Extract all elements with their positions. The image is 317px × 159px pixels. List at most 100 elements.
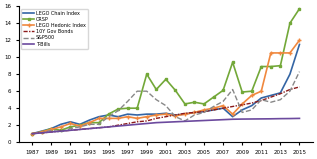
T-Bills bbox=[173, 121, 177, 123]
LEGO Chain Index bbox=[269, 94, 273, 96]
10Y Gov Bonds bbox=[59, 130, 63, 132]
S&P500 bbox=[183, 120, 187, 122]
10Y Gov Bonds bbox=[164, 116, 168, 118]
T-Bills bbox=[145, 123, 149, 124]
T-Bills bbox=[30, 133, 34, 135]
T-Bills bbox=[107, 126, 110, 128]
10Y Gov Bonds bbox=[87, 128, 91, 130]
LEGO Hedonic Index bbox=[269, 52, 273, 54]
S&P500 bbox=[30, 133, 34, 135]
CRSP bbox=[269, 66, 273, 67]
CRSP bbox=[164, 78, 168, 80]
S&P500 bbox=[107, 116, 110, 118]
S&P500 bbox=[221, 100, 225, 102]
CRSP bbox=[231, 61, 235, 63]
LEGO Chain Index bbox=[107, 114, 110, 116]
T-Bills bbox=[68, 129, 72, 131]
LEGO Hedonic Index bbox=[145, 116, 149, 118]
LEGO Hedonic Index bbox=[202, 109, 206, 111]
CRSP bbox=[173, 89, 177, 91]
S&P500 bbox=[87, 123, 91, 125]
LEGO Chain Index bbox=[202, 111, 206, 113]
10Y Gov Bonds bbox=[40, 132, 44, 134]
CRSP bbox=[126, 107, 130, 109]
S&P500 bbox=[49, 129, 53, 131]
S&P500 bbox=[269, 101, 273, 103]
S&P500 bbox=[97, 123, 101, 125]
LEGO Chain Index bbox=[259, 97, 263, 99]
LEGO Chain Index bbox=[231, 116, 235, 118]
CRSP bbox=[278, 65, 282, 67]
S&P500 bbox=[231, 89, 235, 90]
LEGO Hedonic Index bbox=[278, 52, 282, 54]
10Y Gov Bonds bbox=[183, 112, 187, 114]
S&P500 bbox=[240, 111, 244, 113]
S&P500 bbox=[145, 90, 149, 92]
Line: CRSP: CRSP bbox=[31, 7, 301, 135]
LEGO Hedonic Index bbox=[250, 94, 254, 96]
S&P500 bbox=[202, 111, 206, 113]
LEGO Chain Index bbox=[68, 121, 72, 123]
10Y Gov Bonds bbox=[192, 111, 196, 113]
10Y Gov Bonds bbox=[278, 93, 282, 95]
10Y Gov Bonds bbox=[135, 121, 139, 123]
LEGO Chain Index bbox=[49, 128, 53, 130]
10Y Gov Bonds bbox=[173, 114, 177, 116]
LEGO Hedonic Index bbox=[30, 133, 34, 135]
LEGO Hedonic Index bbox=[78, 125, 82, 127]
LEGO Hedonic Index bbox=[107, 118, 110, 119]
T-Bills bbox=[298, 118, 301, 119]
Line: T-Bills: T-Bills bbox=[32, 118, 300, 134]
10Y Gov Bonds bbox=[145, 120, 149, 122]
LEGO Chain Index bbox=[173, 114, 177, 116]
10Y Gov Bonds bbox=[269, 96, 273, 98]
S&P500 bbox=[298, 71, 301, 73]
LEGO Hedonic Index bbox=[126, 116, 130, 118]
T-Bills bbox=[97, 127, 101, 129]
LEGO Hedonic Index bbox=[231, 113, 235, 115]
S&P500 bbox=[59, 131, 63, 133]
LEGO Hedonic Index bbox=[87, 122, 91, 124]
CRSP bbox=[30, 133, 34, 135]
T-Bills bbox=[87, 128, 91, 130]
LEGO Chain Index bbox=[212, 109, 216, 111]
T-Bills bbox=[49, 131, 53, 133]
LEGO Hedonic Index bbox=[192, 111, 196, 113]
LEGO Hedonic Index bbox=[40, 131, 44, 133]
LEGO Chain Index bbox=[221, 107, 225, 109]
T-Bills bbox=[59, 130, 63, 132]
T-Bills bbox=[78, 128, 82, 130]
LEGO Hedonic Index bbox=[154, 114, 158, 116]
CRSP bbox=[59, 129, 63, 131]
LEGO Chain Index bbox=[30, 133, 34, 135]
10Y Gov Bonds bbox=[202, 111, 206, 113]
S&P500 bbox=[78, 126, 82, 128]
10Y Gov Bonds bbox=[288, 89, 292, 90]
LEGO Chain Index bbox=[59, 123, 63, 125]
CRSP bbox=[154, 89, 158, 90]
LEGO Chain Index bbox=[97, 116, 101, 118]
LEGO Hedonic Index bbox=[68, 123, 72, 124]
T-Bills bbox=[126, 124, 130, 126]
10Y Gov Bonds bbox=[78, 128, 82, 130]
Line: LEGO Hedonic Index: LEGO Hedonic Index bbox=[30, 38, 301, 136]
10Y Gov Bonds bbox=[97, 127, 101, 129]
10Y Gov Bonds bbox=[154, 118, 158, 119]
LEGO Chain Index bbox=[240, 109, 244, 111]
LEGO Hedonic Index bbox=[49, 128, 53, 130]
10Y Gov Bonds bbox=[212, 109, 216, 111]
CRSP bbox=[212, 96, 216, 98]
LEGO Chain Index bbox=[126, 113, 130, 115]
10Y Gov Bonds bbox=[259, 100, 263, 101]
LEGO Chain Index bbox=[135, 114, 139, 116]
S&P500 bbox=[68, 128, 72, 130]
CRSP bbox=[298, 8, 301, 10]
S&P500 bbox=[154, 99, 158, 101]
CRSP bbox=[68, 126, 72, 128]
10Y Gov Bonds bbox=[49, 131, 53, 133]
10Y Gov Bonds bbox=[107, 126, 110, 128]
CRSP bbox=[116, 108, 120, 110]
S&P500 bbox=[40, 132, 44, 134]
10Y Gov Bonds bbox=[221, 107, 225, 109]
T-Bills bbox=[269, 118, 273, 120]
